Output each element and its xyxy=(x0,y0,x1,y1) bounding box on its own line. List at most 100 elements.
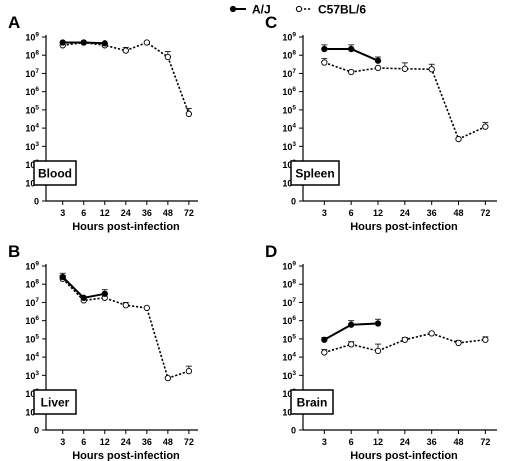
tissue-label-box xyxy=(290,160,340,186)
y-tick-base: 10 xyxy=(282,262,292,272)
x-tick-label: 36 xyxy=(427,208,437,218)
x-axis-label: Hours post-infection xyxy=(72,221,180,233)
tissue-label: Blood xyxy=(38,167,72,181)
y-tick-label: 104 xyxy=(25,352,39,363)
y-tick-base: 10 xyxy=(282,69,292,79)
x-tick-label: 3 xyxy=(322,208,327,218)
y-tick-exponent: 3 xyxy=(292,141,296,148)
x-tick-label: 36 xyxy=(142,437,152,447)
y-tick-exponent: 4 xyxy=(35,352,39,359)
y-tick-base: 10 xyxy=(25,124,35,134)
y-tick-label: 105 xyxy=(25,333,39,344)
y-tick-base: 0 xyxy=(34,197,39,207)
data-point xyxy=(374,64,382,72)
y-tick-base: 10 xyxy=(282,298,292,308)
y-tick-base: 10 xyxy=(282,280,292,290)
y-tick-base: 10 xyxy=(25,178,35,188)
y-tick-base: 10 xyxy=(282,178,292,188)
y-tick-base: 10 xyxy=(25,298,35,308)
data-point xyxy=(101,40,108,47)
y-tick-label: 108 xyxy=(282,279,296,290)
data-point xyxy=(143,304,150,312)
y-tick-label: 103 xyxy=(25,370,39,381)
x-tick-label: 24 xyxy=(121,437,131,447)
x-tick-label: 36 xyxy=(427,437,437,447)
data-point xyxy=(59,273,66,281)
series-c57bl6 xyxy=(59,275,193,382)
y-tick-base: 10 xyxy=(25,316,35,326)
data-point xyxy=(374,320,382,327)
y-tick-exponent: 6 xyxy=(35,315,39,322)
y-tick-exponent: 7 xyxy=(292,297,296,304)
y-tick-base: 10 xyxy=(282,389,292,399)
series-c57bl6 xyxy=(321,58,489,143)
y-tick-base: 10 xyxy=(282,316,292,326)
x-tick-label: 3 xyxy=(60,208,65,218)
data-point xyxy=(122,47,129,54)
y-tick-label: 106 xyxy=(25,315,39,326)
tissue-label: Spleen xyxy=(295,167,334,181)
y-tick-label: 106 xyxy=(282,315,296,326)
data-point xyxy=(164,53,172,61)
y-tick-base: 10 xyxy=(25,105,35,115)
legend-entry-0: A/J xyxy=(252,3,271,17)
y-tick-label: 105 xyxy=(282,333,296,344)
y-tick-exponent: 5 xyxy=(292,104,296,111)
x-tick-label: 24 xyxy=(400,208,410,218)
data-point xyxy=(101,290,108,297)
y-tick-base: 0 xyxy=(291,197,296,207)
y-tick-exponent: 7 xyxy=(35,297,39,304)
y-tick-base: 10 xyxy=(25,353,35,363)
y-tick-base: 10 xyxy=(282,407,292,417)
x-tick-label: 6 xyxy=(81,437,86,447)
series-line xyxy=(324,61,486,141)
y-tick-label: 109 xyxy=(25,261,39,272)
data-point xyxy=(164,375,172,382)
data-point xyxy=(348,341,355,348)
y-tick-base: 10 xyxy=(25,280,35,290)
y-tick-exponent: 9 xyxy=(35,32,39,39)
y-tick-base: 10 xyxy=(25,160,35,170)
y-tick-base: 10 xyxy=(282,51,292,61)
x-tick-label: 6 xyxy=(349,437,354,447)
y-tick-base: 10 xyxy=(282,124,292,134)
y-tick-label: 106 xyxy=(282,86,296,97)
y-tick-base: 10 xyxy=(282,353,292,363)
y-tick-exponent: 6 xyxy=(35,86,39,93)
y-tick-exponent: 9 xyxy=(292,261,296,268)
y-tick-label: 108 xyxy=(25,279,39,290)
y-tick-label: 108 xyxy=(282,50,296,61)
y-tick-base: 10 xyxy=(25,69,35,79)
legend: A/J C57BL/6 xyxy=(229,3,366,17)
y-tick-label: 104 xyxy=(25,123,39,134)
y-tick-exponent: 3 xyxy=(35,141,39,148)
data-point xyxy=(143,39,150,46)
panels: 1091081071061051041031021010361224364872… xyxy=(8,13,497,461)
data-point xyxy=(401,336,408,343)
series-aj xyxy=(59,272,108,301)
y-tick-label: 103 xyxy=(25,141,39,152)
y-tick-label: 107 xyxy=(25,68,39,79)
y-tick-exponent: 9 xyxy=(35,261,39,268)
x-tick-label: 48 xyxy=(454,208,464,218)
panel-letter: B xyxy=(8,242,20,261)
legend-marker-0 xyxy=(229,5,237,13)
y-tick-exponent: 3 xyxy=(292,370,296,377)
panel-d: 1091081071061051041031021010361224364872… xyxy=(265,242,497,461)
y-tick-base: 0 xyxy=(291,426,296,436)
tissue-label-box xyxy=(290,389,334,415)
y-tick-label: 109 xyxy=(25,32,39,43)
data-point xyxy=(80,294,87,301)
y-tick-label: 109 xyxy=(282,261,296,272)
x-tick-label: 12 xyxy=(100,437,110,447)
y-tick-base: 10 xyxy=(282,33,292,43)
y-tick-label: 0 xyxy=(291,197,296,207)
y-tick-exponent: 4 xyxy=(35,123,39,130)
x-tick-label: 3 xyxy=(60,437,65,447)
y-tick-exponent: 4 xyxy=(292,352,296,359)
data-point xyxy=(321,336,328,343)
y-tick-label: 103 xyxy=(282,141,296,152)
y-tick-base: 10 xyxy=(25,407,35,417)
y-tick-label: 104 xyxy=(282,123,296,134)
data-point xyxy=(455,339,462,347)
